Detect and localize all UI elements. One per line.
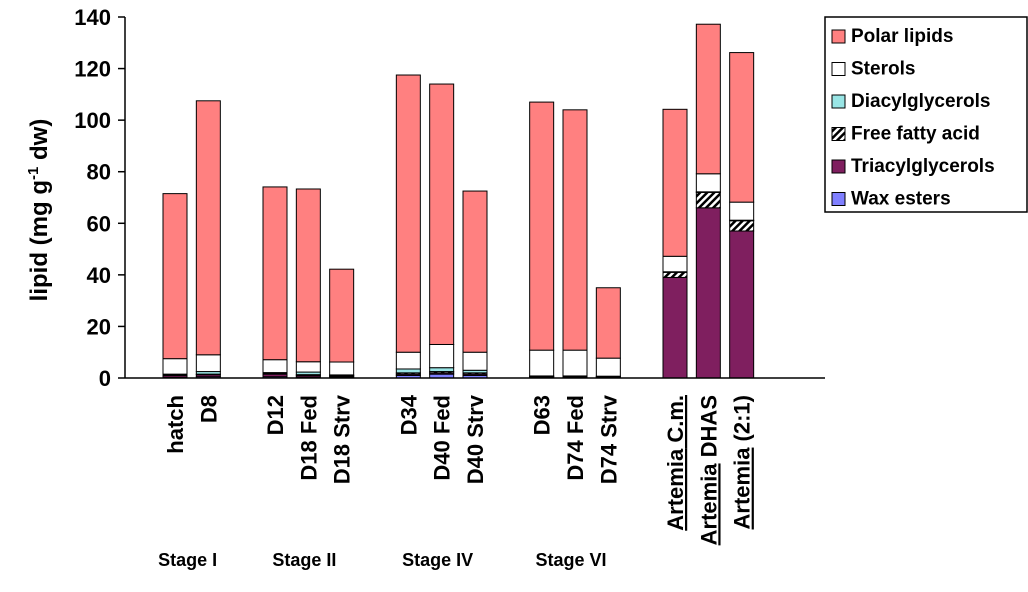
y-axis-title-main: lipid (mg g xyxy=(26,180,53,301)
y-axis-ticks: 0 20 40 60 80 100 120 140 xyxy=(74,5,125,391)
bar-segment-polar-lipids xyxy=(595,287,621,359)
bar-segment-sterols xyxy=(662,255,688,273)
category-label: D12 xyxy=(263,395,288,435)
legend-swatch xyxy=(831,192,846,206)
category-label: D18 Fed xyxy=(296,395,321,481)
category-label-name: C.m. xyxy=(663,395,688,449)
bar-segment-sterols xyxy=(462,351,488,371)
bar-segment-sterols xyxy=(395,351,421,370)
bar-segment-polar-lipids xyxy=(662,108,688,257)
bar-segment-sterols xyxy=(695,173,721,193)
bar-segment-polar-lipids xyxy=(429,83,455,345)
stage-label: Stage VI xyxy=(535,550,606,570)
x-axis-labels: hatch D8 D12 D18 Fed D18 Strv D34 D40 Fed D40 S… xyxy=(163,394,755,545)
category-label: D8 xyxy=(196,395,221,423)
category-label-prefix: Artemia xyxy=(730,447,755,530)
y-tick-label: 120 xyxy=(74,57,111,82)
y-tick-label: 40 xyxy=(87,263,111,288)
bar-segment-polar-lipids xyxy=(462,190,488,353)
legend-box xyxy=(824,16,1028,213)
bar-segment-sterols xyxy=(262,359,288,374)
legend-label: Free fatty acid xyxy=(851,124,980,145)
bar-segment-polar-lipids xyxy=(562,109,588,351)
legend-swatch xyxy=(831,94,846,109)
bar-segment-sterols xyxy=(595,357,621,377)
y-tick-label: 80 xyxy=(87,160,111,185)
y-tick-label: 0 xyxy=(99,366,111,391)
bar-segment-sterols xyxy=(162,358,188,375)
y-tick-label: 100 xyxy=(74,108,111,133)
legend-label: Diacylglycerols xyxy=(851,91,990,112)
stage-label: Stage II xyxy=(272,550,336,570)
legend-swatch xyxy=(831,127,846,141)
bar-segment-free-fatty-acid xyxy=(695,191,721,209)
category-label: D74 Strv xyxy=(596,394,621,484)
stage-label: Stage IV xyxy=(402,550,473,570)
category-label: hatch xyxy=(163,395,188,454)
bar-segment-sterols xyxy=(195,354,221,373)
bar-segment-diacylglycerols xyxy=(429,367,455,373)
bar-segment-sterols xyxy=(529,349,555,377)
stage-labels: Stage I Stage II Stage IV Stage VI xyxy=(158,550,606,570)
bar-segment-sterols xyxy=(329,361,355,376)
legend-label: Triacylglycerols xyxy=(851,156,995,177)
category-label: D18 Strv xyxy=(330,394,355,484)
bar-segment-polar-lipids xyxy=(729,52,755,203)
y-axis-title-sup: -1 xyxy=(25,167,42,180)
category-label: D34 xyxy=(396,394,421,435)
bar-segment-polar-lipids xyxy=(295,188,321,363)
bar-segment-triacylglycerols xyxy=(695,207,721,379)
bar-segment-triacylglycerols xyxy=(729,230,755,379)
bar-segment-sterols xyxy=(295,361,321,373)
legend-label: Sterols xyxy=(851,59,915,80)
y-axis-title-end: dw) xyxy=(26,119,53,167)
bar-segment-sterols xyxy=(729,201,755,221)
bar-segment-polar-lipids xyxy=(329,268,355,363)
legend: Polar lipids Sterols Diacylglycerols Free f… xyxy=(824,16,1028,213)
y-axis-title: lipid (mg g-1 dw) xyxy=(25,119,53,302)
legend-swatch xyxy=(831,62,846,76)
legend-swatch xyxy=(831,29,846,44)
y-tick-label: 20 xyxy=(87,314,111,339)
bar-segment-free-fatty-acid xyxy=(729,220,755,232)
axes xyxy=(124,17,825,379)
bar-segment-polar-lipids xyxy=(195,100,221,356)
stage-label: Stage I xyxy=(158,550,217,570)
bar-segment-polar-lipids xyxy=(695,23,721,175)
svg-text:lipid (mg g-1 dw): lipid (mg g-1 dw) xyxy=(25,119,53,302)
bar-segment-polar-lipids xyxy=(529,101,555,351)
bar-segment-diacylglycerols xyxy=(395,368,421,374)
category-label-name: DHAS xyxy=(696,395,721,463)
category-label: Artemia C.m. xyxy=(663,395,688,531)
category-label: D40 Fed xyxy=(430,395,455,481)
legend-label: Wax esters xyxy=(851,189,951,210)
bars xyxy=(162,23,755,379)
bar-segment-polar-lipids xyxy=(162,193,188,360)
legend-label: Polar lipids xyxy=(851,26,953,47)
category-label: D63 xyxy=(530,395,555,435)
category-label-name: (2:1) xyxy=(730,395,755,448)
category-label: D40 Strv xyxy=(463,394,488,484)
bar-segment-polar-lipids xyxy=(262,186,288,361)
category-label-prefix: Artemia xyxy=(696,463,721,546)
bar-segment-triacylglycerols xyxy=(662,276,688,379)
category-label-prefix: Artemia xyxy=(663,448,688,531)
y-tick-label: 60 xyxy=(87,211,111,236)
category-label: D74 Fed xyxy=(563,395,588,481)
y-tick-label: 140 xyxy=(74,5,111,30)
bar-segment-sterols xyxy=(562,349,588,377)
category-label: Artemia (2:1) xyxy=(730,395,755,529)
bar-segment-free-fatty-acid xyxy=(662,271,688,278)
bar-segment-polar-lipids xyxy=(395,74,421,353)
bar-segment-sterols xyxy=(429,343,455,369)
legend-swatch xyxy=(831,159,846,174)
category-label: Artemia DHAS xyxy=(696,395,721,545)
